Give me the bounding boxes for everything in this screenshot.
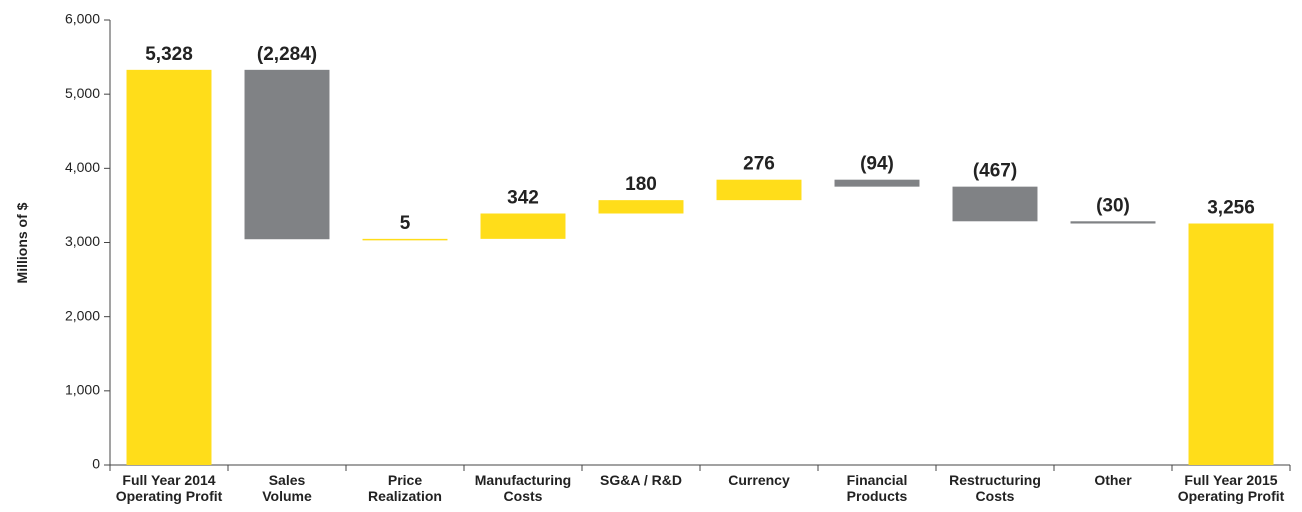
x-tick-label: Restructuring Costs [949, 472, 1041, 504]
x-tick-label-line: Volume [262, 488, 312, 504]
y-tick-label: 0 [92, 456, 100, 472]
x-tick-label-line: SG&A / R&D [600, 472, 682, 488]
bar [1188, 223, 1274, 465]
value-label: (467) [973, 161, 1017, 182]
x-tick-label: Full Year 2014 Operating Profit [116, 472, 223, 504]
value-label: (94) [860, 154, 894, 175]
bar [244, 69, 330, 240]
x-tick-label-line: Manufacturing [475, 472, 571, 488]
y-tick-label: 3,000 [65, 233, 100, 249]
value-label: 180 [625, 174, 657, 195]
x-tick-label-line: Price [388, 472, 422, 488]
y-axis-title: Millions of $ [14, 202, 30, 283]
x-tick-label: Full Year 2015 Operating Profit [1178, 472, 1285, 504]
x-tick-label-line: Realization [368, 488, 442, 504]
bar [834, 179, 920, 187]
value-label: (2,284) [257, 44, 317, 65]
y-tick-label: 4,000 [65, 159, 100, 175]
x-tick-label-line: Full Year 2015 [1184, 472, 1277, 488]
x-tick-label-line: Costs [504, 488, 543, 504]
x-tick-label-line: Other [1094, 472, 1132, 488]
y-tick-label: 2,000 [65, 307, 100, 323]
value-label: 5 [400, 213, 411, 234]
x-tick-label: Manufacturing Costs [475, 472, 571, 504]
bar [362, 238, 448, 241]
x-tick-label: Price Realization [368, 472, 442, 504]
value-label: (30) [1096, 195, 1130, 216]
bar [480, 213, 566, 239]
x-tick-label-line: Financial [847, 472, 908, 488]
bar [126, 69, 212, 465]
x-tick-label: Other [1094, 472, 1132, 488]
x-tick-label-line: Restructuring [949, 472, 1041, 488]
value-label: 5,328 [145, 44, 193, 65]
y-tick-label: 1,000 [65, 382, 100, 398]
x-tick-label-line: Costs [976, 488, 1015, 504]
x-tick-label-line: Operating Profit [116, 488, 223, 504]
bar [716, 179, 802, 201]
bar [598, 200, 684, 214]
bar [1070, 221, 1156, 224]
value-label: 276 [743, 154, 775, 175]
x-tick-label-line: Products [847, 488, 908, 504]
x-tick-label: Financial Products [847, 472, 908, 504]
y-tick-label: 5,000 [65, 85, 100, 101]
bar [952, 186, 1038, 222]
x-tick-label-line: Full Year 2014 [122, 472, 215, 488]
x-tick-label-line: Operating Profit [1178, 488, 1285, 504]
value-label: 342 [507, 188, 539, 209]
x-tick-label-line: Currency [728, 472, 790, 488]
y-tick-label: 6,000 [65, 11, 100, 27]
value-label: 3,256 [1207, 198, 1255, 219]
x-tick-label: SG&A / R&D [600, 472, 682, 488]
x-tick-label: Currency [728, 472, 790, 488]
x-tick-label: Sales Volume [262, 472, 312, 504]
x-tick-label-line: Sales [269, 472, 306, 488]
